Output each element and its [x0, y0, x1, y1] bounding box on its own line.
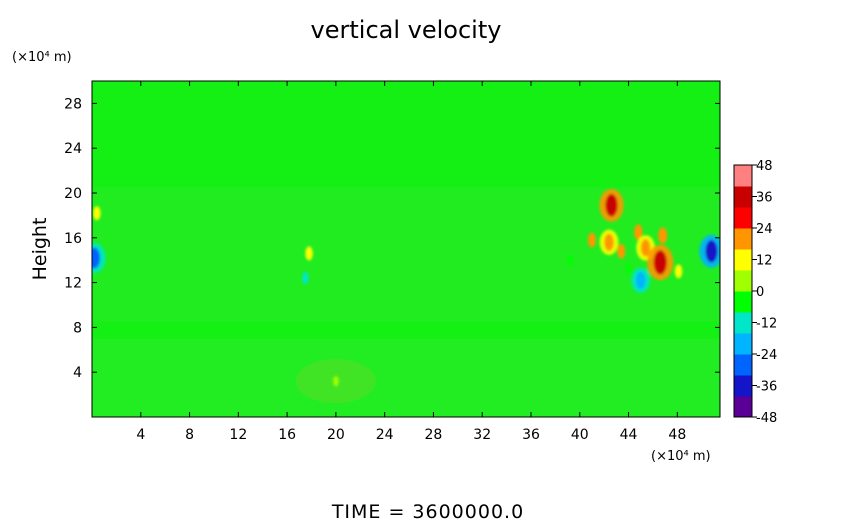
colorbar-segment [734, 270, 752, 292]
feature-blob [705, 239, 718, 263]
colorbar-segment [734, 291, 752, 313]
colorbar-segment [734, 207, 752, 229]
x-tick-label: 8 [185, 427, 194, 443]
feature-blob [658, 227, 668, 244]
x-tick-label: 16 [278, 427, 296, 443]
colorbar-tick-label: 24 [756, 222, 773, 237]
feature-blob [625, 263, 632, 275]
feature-blob [653, 250, 667, 275]
colorbar-segment [734, 228, 752, 250]
x-tick-label: 20 [327, 427, 345, 443]
colorbar-segment [734, 333, 752, 355]
feature-blob [93, 206, 101, 221]
feature-blob [636, 271, 646, 290]
feature-blob [674, 264, 683, 279]
x-tick-label: 28 [425, 427, 443, 443]
x-tick-label: 40 [571, 427, 589, 443]
feature-blob [566, 254, 574, 266]
x-tick-label: 44 [620, 427, 638, 443]
colorbar-tick-label: 0 [756, 285, 764, 300]
feature-blob [305, 246, 313, 261]
heatmap-bands [92, 187, 720, 417]
feature-blob [640, 239, 651, 257]
colorbar-segment [734, 186, 752, 208]
lower-band [92, 338, 720, 417]
heatmap-features [92, 188, 720, 387]
feature-blob [587, 232, 596, 248]
chart-title: vertical velocity [311, 16, 502, 44]
colorbar-tick-label: -36 [756, 380, 777, 395]
y-axis-ticks: 4 8 12 16 20 24 28 [64, 96, 720, 381]
plot-frame [91, 80, 721, 418]
colorbar [734, 165, 752, 418]
y-tick-label: 20 [64, 186, 82, 202]
turbulent-band [92, 187, 720, 322]
y-tick-label: 8 [73, 320, 82, 336]
colorbar-segment [734, 165, 752, 187]
y-tick-label: 4 [73, 365, 82, 381]
x-tick-label: 12 [229, 427, 247, 443]
colorbar-tick-label: -48 [756, 411, 777, 426]
y-tick-label: 12 [64, 276, 82, 292]
colorbar-segment [734, 375, 752, 397]
feature-blob [617, 243, 626, 259]
y-tick-label: 16 [64, 231, 82, 247]
y-axis-label: Height [29, 218, 51, 281]
feature-blob [333, 375, 339, 387]
y-tick-label: 28 [64, 96, 82, 112]
y-axis-units: (×10⁴ m) [12, 50, 72, 65]
x-tick-label: 36 [522, 427, 540, 443]
x-tick-label: 4 [136, 427, 145, 443]
feature-blob [92, 247, 101, 269]
feature-blob [302, 272, 309, 285]
colorbar-tick-label: 36 [756, 191, 773, 206]
feature-blob [634, 224, 643, 240]
colorbar-tick-label: 12 [756, 254, 773, 269]
colorbar-segment [734, 396, 752, 418]
feature-blob [605, 194, 618, 217]
colorbar-tick-label: 48 [756, 159, 773, 174]
time-label: TIME = 3600000.0 [331, 501, 524, 519]
colorbar-segment [734, 312, 752, 334]
y-tick-label: 24 [64, 141, 82, 157]
x-tick-label: 48 [668, 427, 686, 443]
x-axis-ticks: 4 8 12 16 20 24 28 32 36 40 44 48 [136, 81, 686, 443]
feature-blob [604, 233, 614, 251]
x-tick-label: 32 [473, 427, 491, 443]
colorbar-segment [734, 249, 752, 271]
colorbar-segment [734, 354, 752, 376]
colorbar-tick-label: -12 [756, 317, 777, 332]
colorbar-tick-label: -24 [756, 348, 777, 363]
x-tick-label: 24 [376, 427, 394, 443]
x-axis-units: (×10⁴ m) [651, 449, 711, 464]
colorbar-ticks: 48 36 24 12 0 -12 -24 -36 -48 [752, 159, 777, 426]
